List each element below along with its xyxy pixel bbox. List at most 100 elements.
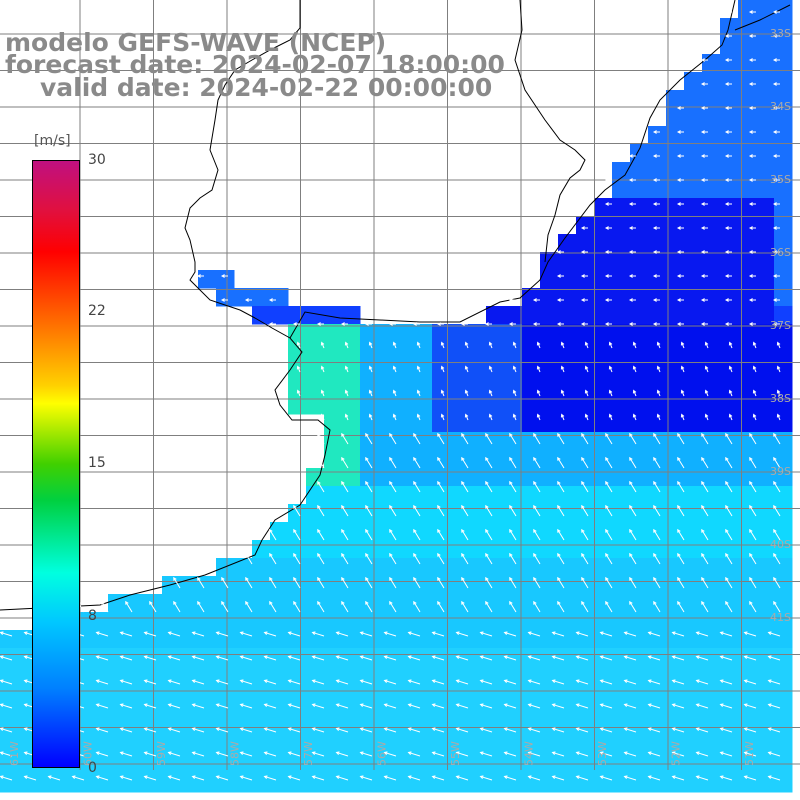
wind-speed-cell [594, 432, 613, 451]
wind-speed-cell [396, 468, 415, 487]
wind-speed-cell [342, 720, 361, 739]
wind-speed-cell [666, 576, 685, 595]
wind-arrow [556, 250, 564, 254]
wind-speed-cell [720, 180, 739, 199]
wind-speed-cell [630, 558, 649, 577]
wind-arrow [743, 775, 757, 781]
wind-speed-cell [396, 702, 415, 721]
wind-arrow [383, 631, 397, 637]
wind-speed-cell [738, 72, 757, 91]
wind-arrow [344, 389, 349, 397]
wind-arrow [551, 727, 565, 733]
wind-arrow [95, 631, 109, 637]
wind-speed-cell [756, 594, 775, 613]
wind-speed-cell [234, 684, 253, 703]
wind-speed-cell [468, 468, 487, 487]
wind-speed-cell [774, 90, 793, 109]
wind-arrow [503, 679, 517, 685]
wind-arrow [215, 655, 229, 661]
wind-arrow [695, 775, 709, 781]
wind-arrow [604, 322, 612, 326]
wind-speed-cell [666, 306, 685, 325]
wind-arrow [604, 226, 612, 230]
wind-arrow [316, 322, 324, 326]
wind-arrow [527, 655, 541, 661]
wind-arrow [551, 679, 565, 685]
wind-speed-cell [576, 648, 595, 667]
wind-speed-cell [504, 558, 523, 577]
wind-speed-cell [162, 576, 181, 595]
wind-speed-cell [720, 54, 739, 73]
wind-speed-cell [180, 720, 199, 739]
wind-arrow [653, 576, 661, 589]
wind-speed-cell [702, 216, 721, 235]
wind-speed-cell [648, 270, 667, 289]
coastline [0, 0, 791, 611]
wind-arrow [623, 631, 637, 637]
wind-arrow [695, 703, 709, 709]
wind-arrow [431, 631, 445, 637]
wind-arrow [652, 154, 660, 158]
wind-speed-cell [630, 270, 649, 289]
colorbar [32, 160, 80, 768]
wind-arrow [431, 775, 445, 781]
wind-arrow [773, 528, 781, 541]
wind-arrow [119, 727, 133, 733]
wind-speed-cell [324, 306, 343, 325]
wind-speed-cell [342, 504, 361, 523]
wind-speed-cell [702, 72, 721, 91]
wind-speed-cell [504, 522, 523, 541]
wind-speed-cell [720, 234, 739, 253]
wind-speed-cell [648, 468, 667, 487]
wind-arrow [143, 631, 157, 637]
wind-speed-cell [594, 666, 613, 685]
wind-arrow [268, 298, 276, 302]
wind-speed-cell [234, 612, 253, 631]
wind-speed-cell [720, 666, 739, 685]
wind-speed-cell [738, 522, 757, 541]
wind-arrow [512, 341, 517, 349]
wind-arrow [167, 775, 181, 781]
wind-arrow [437, 528, 445, 541]
wind-speed-cell [612, 180, 631, 199]
wind-arrow [772, 178, 780, 182]
wind-speed-cell [630, 666, 649, 685]
wind-speed-cell [468, 414, 487, 433]
wind-speed-cell [306, 522, 325, 541]
wind-speed-cell [648, 774, 667, 793]
wind-speed-cell [288, 324, 307, 343]
wind-speed-cell [558, 306, 577, 325]
wind-arrow [407, 727, 421, 733]
wind-arrow [320, 413, 325, 421]
wind-speed-cell [450, 540, 469, 559]
wind-arrow [215, 631, 229, 637]
wind-arrow [557, 600, 565, 613]
wind-speed-cell [306, 558, 325, 577]
wind-speed-cell [378, 468, 397, 487]
wind-speed-cell [738, 378, 757, 397]
wind-speed-cell [756, 0, 775, 19]
wind-arrow [701, 552, 709, 565]
wind-arrow [748, 202, 756, 206]
wind-speed-cell [486, 594, 505, 613]
wind-speed-cell [18, 756, 37, 775]
wind-speed-cell [432, 612, 451, 631]
wind-speed-cell [738, 738, 757, 757]
wind-arrow [599, 631, 613, 637]
wind-speed-cell [180, 774, 199, 793]
wind-arrow [676, 202, 684, 206]
wind-arrow [239, 703, 253, 709]
wind-arrow [676, 82, 684, 86]
wind-speed-cell [504, 666, 523, 685]
wind-speed-cell [612, 702, 631, 721]
wind-arrow [335, 631, 349, 637]
wind-speed-cell [594, 378, 613, 397]
wind-arrow [119, 679, 133, 685]
latitude-label: 41S [770, 611, 791, 624]
wind-speed-cell [738, 180, 757, 199]
wind-speed-cell [486, 630, 505, 649]
wind-speed-cell [486, 378, 505, 397]
wind-arrow [239, 775, 253, 781]
wind-speed-cell [630, 486, 649, 505]
wind-arrow [581, 504, 589, 517]
